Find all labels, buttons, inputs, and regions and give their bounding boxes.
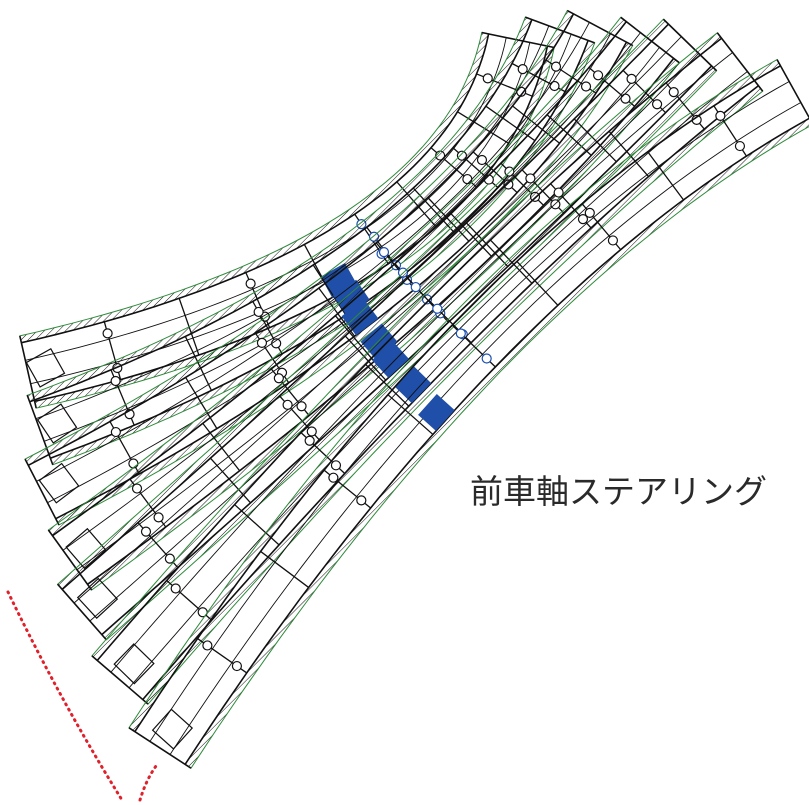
wheel-hub [715,110,726,121]
wheel-hub [378,247,390,258]
wheel-hub [170,583,181,594]
cross-member [185,377,218,429]
wheel-hub [110,375,121,387]
rear-frame [36,403,78,444]
wheel-hub [553,187,564,198]
wheel-hub [153,512,164,523]
wheel-hub [462,173,473,185]
wheel-hub [245,278,256,289]
end-cap [47,529,93,591]
body-line [184,117,809,765]
wheel-hub [517,64,528,75]
body-line [134,65,781,733]
cross-member [387,394,434,435]
wheel-hub [592,70,604,81]
wheel-hub [256,337,268,348]
cross-member [260,550,309,588]
body-line [96,37,723,662]
wheel-hub [620,93,631,104]
rear-frame [38,462,80,504]
wheel-hub [651,99,663,110]
cross-member [608,130,650,177]
wheel-hub [253,306,264,318]
wheel-hub [140,526,152,537]
end-cap [24,458,60,526]
wheel-hub [231,660,243,672]
wheel-hub [584,207,595,218]
wheel-hub [410,281,421,293]
cross-member [516,261,559,306]
wheel-hub [476,154,488,166]
vehicle-sweep [19,9,809,769]
wheel-hub [580,81,592,92]
wheel-hub [455,328,466,339]
wheel-hub [481,353,492,364]
wheel-hub [330,460,342,471]
rear-frame [25,347,66,388]
end-cap [662,18,718,72]
wheel-hub [202,640,213,651]
turning-arc-inner [138,764,158,802]
wheel-hub [550,61,562,72]
body-line [61,23,670,591]
wheel-hub [549,80,560,92]
end-cap [776,59,809,119]
wheel-hub [626,73,637,84]
end-cap [57,583,107,641]
cross-member [466,222,509,267]
axle-block [372,341,409,378]
wheel-hub [131,483,143,494]
body-line [27,13,575,467]
end-cap [128,727,192,769]
end-cap [91,655,149,705]
wheel-hub [282,399,293,410]
cross-member [449,212,492,257]
wheel-hub [296,401,307,412]
wheel-hub [734,140,746,152]
wheel-hub [273,373,284,384]
cross-member [457,111,509,144]
wheel-hub [577,213,589,225]
wheel-hub [525,173,536,184]
axle-block [418,394,455,431]
rear-frame [76,577,119,619]
axle-block [394,366,432,404]
body-line [29,19,533,403]
wheel-hub [607,235,619,246]
wheel-hub [482,73,493,84]
wheel-hub [432,303,443,314]
rear-frame [113,643,155,685]
end-cap [566,9,634,47]
rear-frame [151,708,194,750]
wheel-hub [304,435,315,446]
wheel-hub [164,553,175,564]
cross-member [647,151,685,201]
wheel-hub [668,87,679,98]
cross-member [427,197,470,242]
wheel-hub [328,472,339,483]
wheel-hub [306,426,317,437]
steering-label: 前車軸ステアリング [470,472,767,511]
wheel-hub [356,495,367,506]
end-cap [716,32,764,92]
wheel-hub [102,328,113,339]
turning-arc [6,590,124,802]
wheel-hub [110,426,121,438]
